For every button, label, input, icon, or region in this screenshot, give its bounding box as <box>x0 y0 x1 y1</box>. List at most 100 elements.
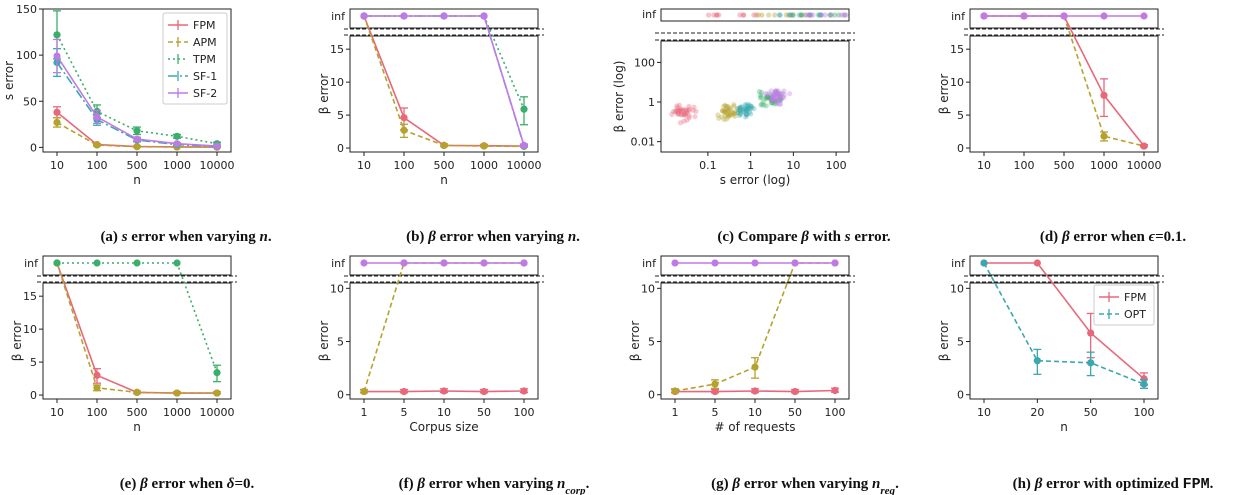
scatter-point-tpm <box>768 96 774 102</box>
scatter-point-sf-2 <box>770 97 776 103</box>
y-tick-label: 15 <box>330 43 344 56</box>
y-tick-label: 0 <box>957 142 964 155</box>
scatter-point-apm <box>732 113 738 119</box>
scatter-point-apm <box>724 112 730 118</box>
data-point-sf-2 <box>791 259 799 267</box>
scatter-point-tpm <box>771 98 777 104</box>
scatter-point-fpm <box>684 117 690 123</box>
scatter-point-apm <box>715 112 721 118</box>
scatter-point-tpm <box>769 100 775 106</box>
y-axis-label: β error (log) <box>612 61 626 133</box>
scatter-point-sf-1 <box>741 107 747 113</box>
caption-part: =0. <box>234 476 254 492</box>
scatter-point-fpm <box>682 108 689 114</box>
inf-axis-frame <box>349 8 539 29</box>
scatter-point-sf-1 <box>737 110 743 117</box>
x-tick-label: 10000 <box>200 406 235 419</box>
caption-part: . <box>268 229 272 245</box>
scatter-inf-point-sf-2 <box>828 12 834 18</box>
scatter-point-sf-1 <box>738 105 744 111</box>
scatter-point-apm <box>723 107 729 113</box>
scatter-point-sf-1 <box>738 111 744 117</box>
data-point-sf-2 <box>520 141 528 150</box>
caption-part: (b) <box>406 229 428 245</box>
x-axis-label: n <box>133 173 141 187</box>
data-point-sf-2 <box>173 140 181 148</box>
inf-tick-label: inf <box>331 10 346 23</box>
scatter-point-fpm <box>686 115 692 121</box>
scatter-point-sf-1 <box>743 103 749 109</box>
scatter-point-apm <box>736 108 742 114</box>
scatter-point-sf-1 <box>748 105 754 111</box>
scatter-inf-point-apm <box>783 12 789 18</box>
scatter-point-fpm <box>681 112 687 118</box>
scatter-point-tpm <box>767 96 774 102</box>
legend-label-opt: OPT <box>1124 308 1146 321</box>
scatter-point-fpm <box>674 105 680 111</box>
data-point-fpm <box>53 108 61 116</box>
scatter-point-tpm <box>768 95 774 101</box>
scatter-point-fpm <box>686 107 692 113</box>
data-point-sf-2 <box>440 259 448 267</box>
data-point-fpm <box>751 387 759 395</box>
data-point-apm <box>213 389 221 397</box>
scatter-inf-point-fpm <box>753 12 759 18</box>
scatter-point-sf-1 <box>743 106 749 112</box>
panel-h: inf 0 5 10 10 20 50 100 n β error FPM OPT <box>937 255 1164 434</box>
caption-part: . <box>586 476 590 492</box>
x-tick-label: 10000 <box>1127 159 1162 172</box>
scatter-point-sf-2 <box>769 94 776 100</box>
caption-part: β <box>139 476 148 492</box>
scatter-point-sf-1 <box>744 106 750 112</box>
caption-part: β <box>1061 229 1070 245</box>
legend: FPM OPT <box>1093 284 1155 326</box>
x-tick-label: 10 <box>977 406 991 419</box>
legend-label-sf-2: SF-2 <box>193 87 217 100</box>
scatter-inf-point-apm <box>790 12 797 18</box>
data-point-apm <box>173 389 181 397</box>
scatter-point-apm <box>721 109 727 115</box>
scatter-point-sf-1 <box>744 111 750 117</box>
scatter-point-fpm <box>676 102 682 108</box>
scatter-point-sf-2 <box>777 94 783 100</box>
y-axis-label: β error <box>628 321 642 362</box>
scatter-point-sf-1 <box>745 103 752 109</box>
data-point-sf-2 <box>1140 12 1148 20</box>
caption-part: n <box>557 476 565 492</box>
x-tick-label: 500 <box>1054 159 1075 172</box>
scatter-point-apm <box>723 103 729 109</box>
scatter-point-sf-2 <box>763 90 769 97</box>
caption-part: β <box>416 476 425 492</box>
scatter-point-sf-2 <box>769 94 775 100</box>
scatter-point-apm <box>722 109 728 115</box>
inf-tick-label: inf <box>642 8 657 21</box>
scatter-point-tpm <box>759 101 765 107</box>
scatter-point-apm <box>722 108 728 114</box>
y-tick-label: 1 <box>648 96 655 109</box>
series-line-apm <box>56 121 218 148</box>
y-axis-label: β error <box>317 74 331 115</box>
y-tick-label: 50 <box>23 95 37 108</box>
scatter-point-sf-2 <box>764 92 770 98</box>
scatter-point-apm <box>722 102 728 108</box>
scatter-inf-point-sf-1 <box>776 12 783 18</box>
caption-part: s <box>844 229 851 245</box>
caption-part: β <box>427 229 436 245</box>
x-tick-label: 5 <box>712 406 719 419</box>
scatter-point-sf-1 <box>737 104 744 111</box>
scatter-inf-point-apm <box>799 12 805 18</box>
x-tick-label: 100 <box>87 406 108 419</box>
series-line-tpm <box>57 262 218 373</box>
scatter-inf-point-sf-2 <box>806 12 813 18</box>
data-point-fpm <box>400 387 408 396</box>
scatter-point-sf-1 <box>743 111 749 117</box>
scatter-point-fpm <box>682 112 688 118</box>
x-tick-label: 500 <box>434 159 455 172</box>
caption-part: ϵ <box>1149 229 1156 245</box>
inf-axis-frame <box>42 255 232 276</box>
scatter-point-sf-2 <box>770 94 776 100</box>
caption-part: error when <box>148 476 227 492</box>
scatter-point-tpm <box>763 94 769 100</box>
scatter-point-fpm <box>678 107 685 113</box>
scatter-point-tpm <box>777 97 784 103</box>
